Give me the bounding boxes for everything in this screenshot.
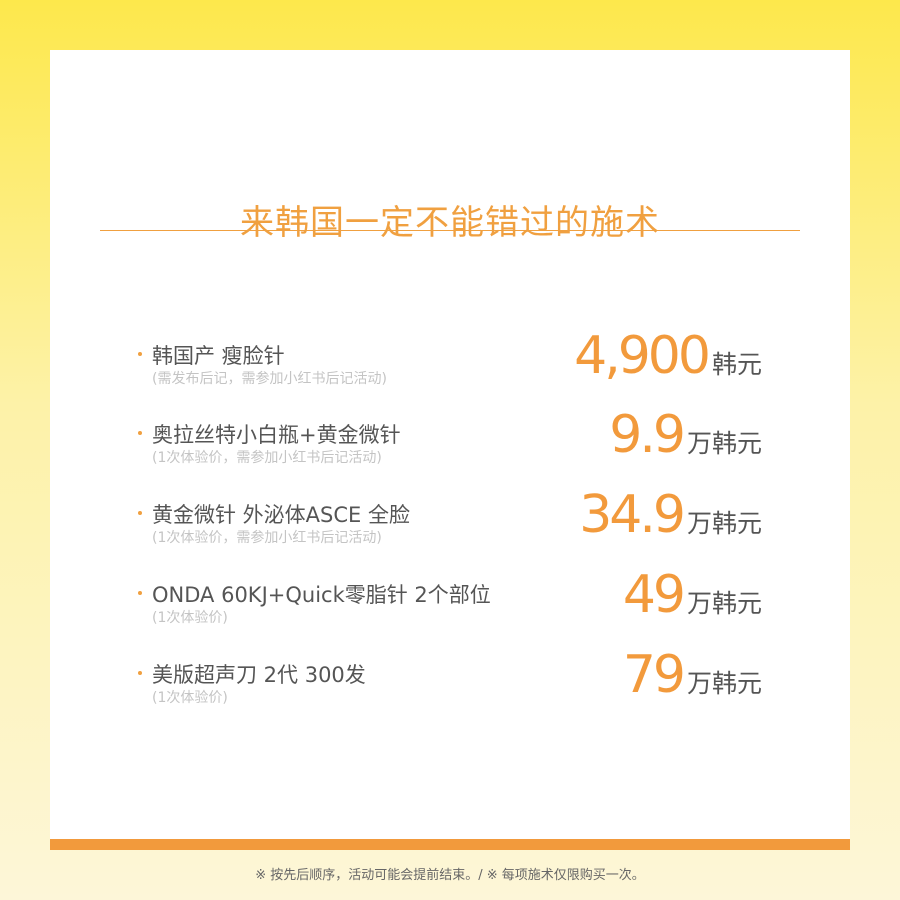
- item-note: (需发布后记，需参加小红书后记活动): [152, 371, 387, 387]
- item-note: (1次体验价): [152, 610, 228, 626]
- item-name: ONDA 60KJ+Quick零脂针 2个部位: [152, 583, 491, 607]
- item-note: (1次体验价，需参加小红书后记活动): [152, 450, 382, 466]
- price-unit: 韩元: [711, 350, 762, 379]
- price-value: 34.9: [579, 485, 686, 545]
- item-price: 4,900 韩元: [574, 326, 762, 386]
- item-name: 韩国产 瘦脸针: [152, 344, 285, 368]
- title-divider: [100, 230, 800, 231]
- list-item: 黄金微针 外泌体ASCE 全脸 (1次体验价，需参加小红书后记活动) 34.9 万…: [138, 485, 762, 559]
- price-card: 来韩国一定不能错过的施术 韩国产 瘦脸针 (需发布后记，需参加小红书后记活动) …: [50, 50, 850, 850]
- bullet-icon: [138, 591, 142, 595]
- item-note: (1次体验价，需参加小红书后记活动): [152, 530, 382, 546]
- price-unit: 万韩元: [686, 429, 762, 458]
- list-item: 美版超声刀 2代 300发 (1次体验价) 79 万韩元: [138, 645, 762, 719]
- bullet-icon: [138, 352, 142, 356]
- price-value: 79: [622, 645, 686, 705]
- item-name: 奥拉丝特小白瓶+黄金微针: [152, 423, 401, 447]
- item-price: 9.9 万韩元: [609, 405, 762, 465]
- item-name: 美版超声刀 2代 300发: [152, 663, 366, 687]
- list-item: 韩国产 瘦脸针 (需发布后记，需参加小红书后记活动) 4,900 韩元: [138, 326, 762, 400]
- item-name: 黄金微针 外泌体ASCE 全脸: [152, 503, 410, 527]
- item-price: 79 万韩元: [623, 645, 762, 705]
- price-unit: 万韩元: [686, 589, 762, 618]
- bullet-icon: [138, 431, 142, 435]
- page-title: 来韩国一定不能错过的施术: [240, 203, 660, 243]
- price-value: 4,900: [574, 326, 711, 386]
- bullet-icon: [138, 511, 142, 515]
- item-note: (1次体验价): [152, 690, 228, 706]
- bullet-icon: [138, 671, 142, 675]
- list-item: 奥拉丝特小白瓶+黄金微针 (1次体验价，需参加小红书后记活动) 9.9 万韩元: [138, 405, 762, 479]
- footer-note: ※ 按先后顺序，活动可能会提前结束。/ ※ 每项施术仅限购买一次。: [255, 868, 645, 883]
- price-unit: 万韩元: [686, 509, 762, 538]
- item-price: 49 万韩元: [623, 565, 762, 625]
- price-value: 9.9: [609, 405, 686, 465]
- accent-bar: [50, 839, 850, 850]
- item-price: 34.9 万韩元: [579, 485, 762, 545]
- price-value: 49: [622, 565, 686, 625]
- list-item: ONDA 60KJ+Quick零脂针 2个部位 (1次体验价) 49 万韩元: [138, 565, 762, 639]
- price-unit: 万韩元: [686, 669, 762, 698]
